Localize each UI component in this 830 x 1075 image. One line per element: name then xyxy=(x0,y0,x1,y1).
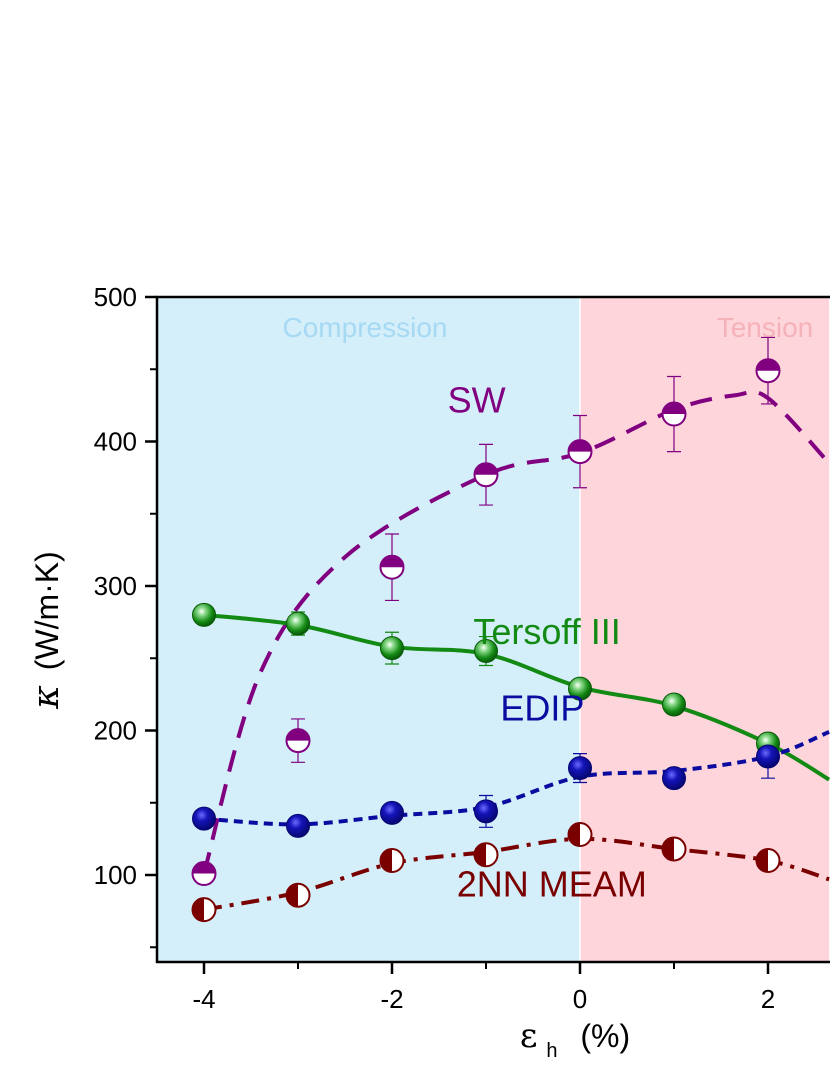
point-2nn-meam xyxy=(191,897,217,923)
point-tersoff-iii xyxy=(662,692,686,717)
point-tersoff-iii xyxy=(380,636,404,661)
ticks xyxy=(145,295,770,974)
x-axis-symbol: ε xyxy=(520,1016,538,1056)
series-label-2nn-meam: 2NN MEAM xyxy=(457,864,647,905)
strain-regions xyxy=(157,297,830,962)
x-axis-subscript: h xyxy=(546,1040,557,1062)
y-tick-label: 100 xyxy=(94,860,137,890)
y-tick-label: 400 xyxy=(94,427,137,457)
x-axis-unit: (%) xyxy=(580,1018,630,1054)
y-tick-label: 500 xyxy=(94,282,137,312)
point-tersoff-iii xyxy=(286,611,310,636)
series-label-edip: EDIP xyxy=(500,687,584,728)
point-edip xyxy=(662,766,686,791)
data-markers xyxy=(191,358,781,923)
curve-sw xyxy=(202,389,830,875)
y-tick-label: 200 xyxy=(94,716,137,746)
region-compression xyxy=(157,297,580,962)
series-label-sw: SW xyxy=(448,380,506,421)
x-tick-label: -4 xyxy=(192,984,215,1014)
series-label-tersoff-iii: Tersoff III xyxy=(473,611,620,652)
y-tick-label: 300 xyxy=(94,571,137,601)
curve-edip xyxy=(203,730,830,827)
point-tersoff-iii xyxy=(568,676,592,701)
point-2nn-meam xyxy=(473,842,499,868)
point-sw xyxy=(567,439,593,465)
point-edip xyxy=(568,756,592,781)
series-labels: SW Tersoff III EDIP 2NN MEAM xyxy=(448,380,647,905)
region-label-compression: Compression xyxy=(283,312,448,343)
y-axis-title: κ (W/m·K) xyxy=(26,551,67,710)
point-2nn-meam xyxy=(379,848,405,874)
point-2nn-meam xyxy=(755,848,781,874)
point-edip xyxy=(192,806,216,831)
point-sw xyxy=(755,358,781,384)
point-edip xyxy=(380,800,404,825)
point-tersoff-iii xyxy=(474,639,498,664)
x-axis-title: ε h (%) xyxy=(520,1016,630,1064)
point-2nn-meam xyxy=(567,822,593,848)
point-sw xyxy=(661,401,687,427)
point-sw xyxy=(379,554,405,580)
axes xyxy=(155,295,830,964)
point-sw xyxy=(285,728,311,754)
point-sw xyxy=(473,462,499,488)
tick-labels: -4 -2 0 2 100 200 300 400 500 xyxy=(94,282,776,1014)
y-axis-symbol: κ xyxy=(26,685,67,710)
point-edip xyxy=(474,799,498,824)
region-label-tension: Tension xyxy=(717,312,814,343)
point-2nn-meam xyxy=(661,836,687,862)
x-tick-label: 0 xyxy=(573,984,587,1014)
point-tersoff-iii xyxy=(192,602,216,627)
x-tick-label: 2 xyxy=(761,984,775,1014)
point-sw xyxy=(191,861,217,887)
point-2nn-meam xyxy=(285,882,311,908)
x-tick-label: -2 xyxy=(380,984,403,1014)
point-edip xyxy=(756,744,780,769)
y-axis-unit: (W/m·K) xyxy=(29,551,65,670)
point-edip xyxy=(286,813,310,838)
